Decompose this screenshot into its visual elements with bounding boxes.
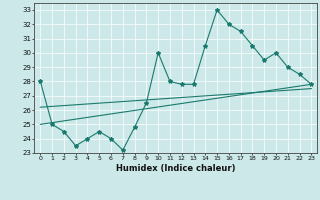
X-axis label: Humidex (Indice chaleur): Humidex (Indice chaleur) — [116, 164, 236, 173]
